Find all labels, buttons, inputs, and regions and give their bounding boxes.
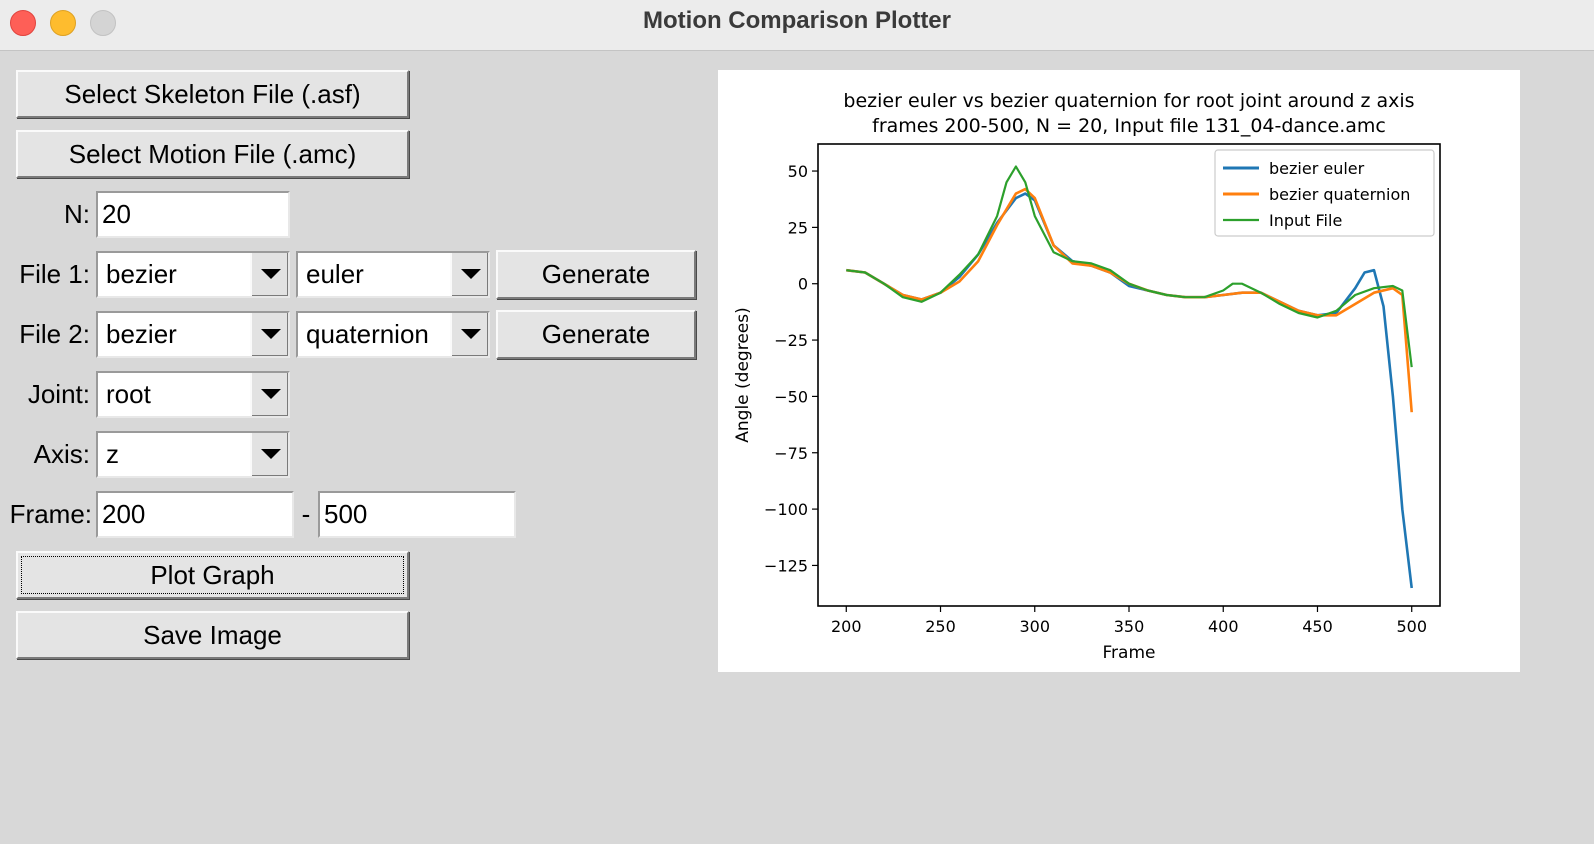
minimize-window-button[interactable] [50, 10, 76, 36]
chevron-down-icon[interactable] [250, 373, 288, 416]
y-tick-label: −25 [774, 331, 808, 350]
close-window-button[interactable] [10, 10, 36, 36]
file2-method-select[interactable]: bezier [96, 311, 290, 358]
y-tick-label: −125 [764, 556, 808, 575]
file2-label: File 2: [19, 319, 90, 349]
motion-chart: bezier euler vs bezier quaternion for ro… [733, 90, 1441, 663]
x-axis-label: Frame [1103, 643, 1156, 663]
n-label: N: [64, 199, 90, 229]
legend-box [1214, 149, 1435, 237]
file1-method-select[interactable]: bezier [96, 251, 290, 298]
file2-representation-select[interactable]: quaternion [296, 311, 490, 358]
frame-start-input[interactable]: 200 [96, 491, 294, 538]
x-tick-label: 400 [1208, 617, 1239, 636]
chart-subtitle: frames 200-500, N = 20, Input file 131_0… [872, 115, 1386, 137]
generate-file2-button[interactable]: Generate [496, 310, 696, 359]
y-tick-label: 25 [788, 218, 808, 237]
series-line [846, 165, 1413, 368]
x-tick-label: 300 [1019, 617, 1050, 636]
frame-range-separator: - [301, 499, 311, 529]
chevron-down-icon[interactable] [450, 313, 488, 356]
y-tick-label: −100 [764, 500, 808, 519]
file2-method-value: bezier [106, 319, 177, 349]
plot-canvas: bezier euler vs bezier quaternion for ro… [718, 70, 1520, 672]
chart-title: bezier euler vs bezier quaternion for ro… [843, 90, 1414, 112]
file1-label: File 1: [19, 259, 90, 289]
frame-label: Frame: [9, 499, 92, 529]
joint-value: root [106, 379, 151, 409]
n-input[interactable]: 20 [96, 191, 290, 238]
file2-representation-value: quaternion [306, 319, 429, 349]
file1-representation-select[interactable]: euler [296, 251, 490, 298]
joint-label: Joint: [27, 379, 90, 409]
title-bar: Motion Comparison Plotter [0, 0, 1594, 51]
chevron-down-icon[interactable] [250, 253, 288, 296]
x-tick-label: 450 [1302, 617, 1333, 636]
axis-select[interactable]: z [96, 431, 290, 478]
plot-graph-button[interactable]: Plot Graph [16, 551, 409, 599]
series-line [846, 192, 1413, 589]
chevron-down-icon[interactable] [250, 433, 288, 476]
x-tick-label: 500 [1396, 617, 1427, 636]
select-motion-button[interactable]: Select Motion File (.amc) [16, 130, 409, 178]
axis-label: Axis: [33, 439, 90, 469]
axis-value: z [106, 439, 119, 469]
x-tick-label: 200 [831, 617, 862, 636]
window-title: Motion Comparison Plotter [643, 7, 951, 34]
generate-file1-button[interactable]: Generate [496, 250, 696, 299]
joint-select[interactable]: root [96, 371, 290, 418]
legend-label: bezier quaternion [1269, 185, 1410, 204]
legend-label: Input File [1269, 211, 1342, 230]
x-tick-label: 350 [1114, 617, 1145, 636]
legend-label: bezier euler [1269, 159, 1365, 178]
chevron-down-icon[interactable] [250, 313, 288, 356]
frame-end-input[interactable]: 500 [318, 491, 516, 538]
select-skeleton-button[interactable]: Select Skeleton File (.asf) [16, 70, 409, 118]
chevron-down-icon[interactable] [450, 253, 488, 296]
file1-representation-value: euler [306, 259, 364, 289]
y-axis-label: Angle (degrees) [733, 307, 753, 442]
file1-method-value: bezier [106, 259, 177, 289]
y-tick-label: 0 [798, 275, 808, 294]
zoom-window-button[interactable] [90, 10, 116, 36]
save-image-button[interactable]: Save Image [16, 611, 409, 659]
y-tick-label: −75 [774, 444, 808, 463]
y-tick-label: 50 [788, 162, 808, 181]
x-tick-label: 250 [925, 617, 956, 636]
y-tick-label: −50 [774, 387, 808, 406]
